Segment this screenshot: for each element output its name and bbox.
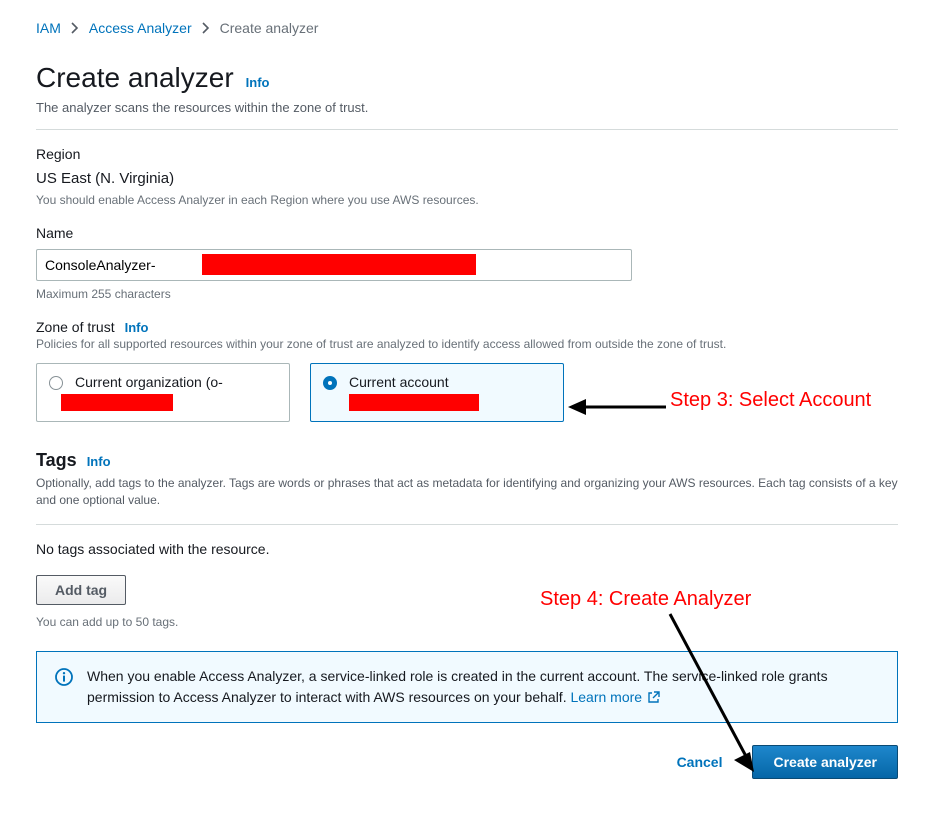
chevron-right-icon bbox=[71, 22, 79, 34]
add-tag-button[interactable]: Add tag bbox=[36, 575, 126, 605]
name-label: Name bbox=[36, 225, 898, 241]
info-link-zone[interactable]: Info bbox=[125, 320, 149, 335]
external-link-icon bbox=[648, 688, 660, 700]
divider bbox=[36, 524, 898, 525]
learn-more-link[interactable]: Learn more bbox=[570, 689, 659, 705]
notice-text: When you enable Access Analyzer, a servi… bbox=[87, 666, 879, 708]
zone-option-account-label: Current account bbox=[349, 374, 479, 390]
zone-option-org-label: Current organization (o- bbox=[75, 374, 223, 390]
tags-limit: You can add up to 50 tags. bbox=[36, 615, 898, 629]
zone-options: Current organization (o- Current account bbox=[36, 363, 898, 422]
region-label: Region bbox=[36, 146, 898, 162]
zone-label: Zone of trust bbox=[36, 319, 115, 335]
cancel-button[interactable]: Cancel bbox=[663, 746, 737, 778]
notice-body: When you enable Access Analyzer, a servi… bbox=[87, 668, 828, 705]
info-icon bbox=[55, 668, 73, 708]
divider bbox=[36, 129, 898, 130]
tags-description: Optionally, add tags to the analyzer. Ta… bbox=[36, 475, 898, 510]
footer-actions: Cancel Create analyzer bbox=[36, 745, 898, 779]
tags-empty: No tags associated with the resource. bbox=[36, 541, 898, 557]
redaction bbox=[61, 394, 173, 411]
radio-icon bbox=[323, 376, 337, 390]
region-value: US East (N. Virginia) bbox=[36, 170, 898, 187]
redaction bbox=[349, 394, 479, 411]
create-analyzer-button[interactable]: Create analyzer bbox=[752, 745, 898, 779]
info-link-header[interactable]: Info bbox=[246, 75, 270, 90]
page-subtitle: The analyzer scans the resources within … bbox=[36, 100, 898, 115]
name-help: Maximum 255 characters bbox=[36, 287, 898, 301]
breadcrumb-access-analyzer[interactable]: Access Analyzer bbox=[89, 20, 192, 36]
region-help: You should enable Access Analyzer in eac… bbox=[36, 193, 898, 207]
redaction bbox=[202, 254, 476, 275]
breadcrumb-iam[interactable]: IAM bbox=[36, 20, 61, 36]
zone-option-organization[interactable]: Current organization (o- bbox=[36, 363, 290, 422]
info-notice: When you enable Access Analyzer, a servi… bbox=[36, 651, 898, 723]
tags-title: Tags bbox=[36, 450, 77, 471]
breadcrumb-current: Create analyzer bbox=[220, 20, 319, 36]
radio-icon bbox=[49, 376, 63, 390]
annotation-step4: Step 4: Create Analyzer bbox=[540, 588, 751, 611]
breadcrumb: IAM Access Analyzer Create analyzer bbox=[36, 20, 898, 36]
info-link-tags[interactable]: Info bbox=[87, 454, 111, 469]
zone-option-account[interactable]: Current account bbox=[310, 363, 564, 422]
chevron-right-icon bbox=[202, 22, 210, 34]
zone-help: Policies for all supported resources wit… bbox=[36, 337, 898, 351]
page-title: Create analyzer bbox=[36, 62, 234, 94]
